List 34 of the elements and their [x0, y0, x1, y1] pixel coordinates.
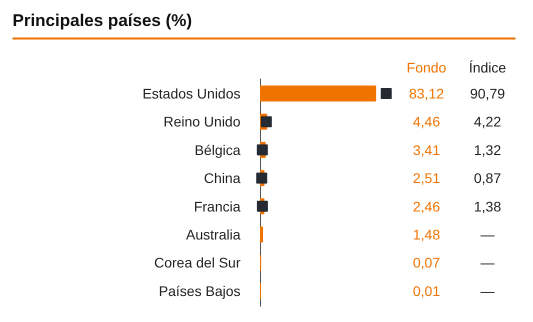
- data-label: 4,46: [412, 114, 440, 130]
- point: [256, 172, 268, 184]
- y-tick-label: China: [204, 170, 241, 186]
- y-tick-label: Países Bajos: [158, 282, 241, 299]
- data-label: 1,48: [412, 226, 440, 242]
- point: [380, 88, 392, 99]
- data-label: 2,51: [412, 170, 440, 186]
- data-label: 1,32: [474, 142, 502, 158]
- y-tick-label: Reino Unido: [163, 114, 241, 130]
- y-tick-label: Australia: [186, 226, 241, 242]
- y-tick-label: Francia: [194, 198, 241, 214]
- data-label: 4,22: [474, 114, 502, 130]
- data-label: 2,46: [412, 198, 440, 214]
- data-label: 0,87: [474, 170, 502, 186]
- y-tick-label: Estados Unidos: [142, 86, 241, 102]
- data-label: 0,07: [412, 254, 440, 271]
- y-tick-label: Bélgica: [194, 142, 241, 158]
- data-label: 90,79: [470, 86, 506, 102]
- bar: [260, 226, 264, 242]
- text: —: [480, 254, 494, 271]
- point: [256, 144, 268, 156]
- data-label: 0,01: [412, 282, 440, 299]
- text: —: [480, 282, 494, 299]
- data-label: 1,38: [474, 198, 502, 214]
- point: [256, 200, 268, 212]
- text: Principales países (%): [12, 11, 192, 30]
- text: —: [480, 226, 494, 242]
- text: Índice: [468, 60, 506, 76]
- text: Fondo: [406, 60, 447, 76]
- point: [260, 116, 272, 128]
- bar: [260, 86, 376, 102]
- data-label: 3,41: [412, 142, 440, 158]
- y-tick-label: Corea del Sur: [154, 254, 241, 271]
- data-label: 83,12: [408, 86, 444, 102]
